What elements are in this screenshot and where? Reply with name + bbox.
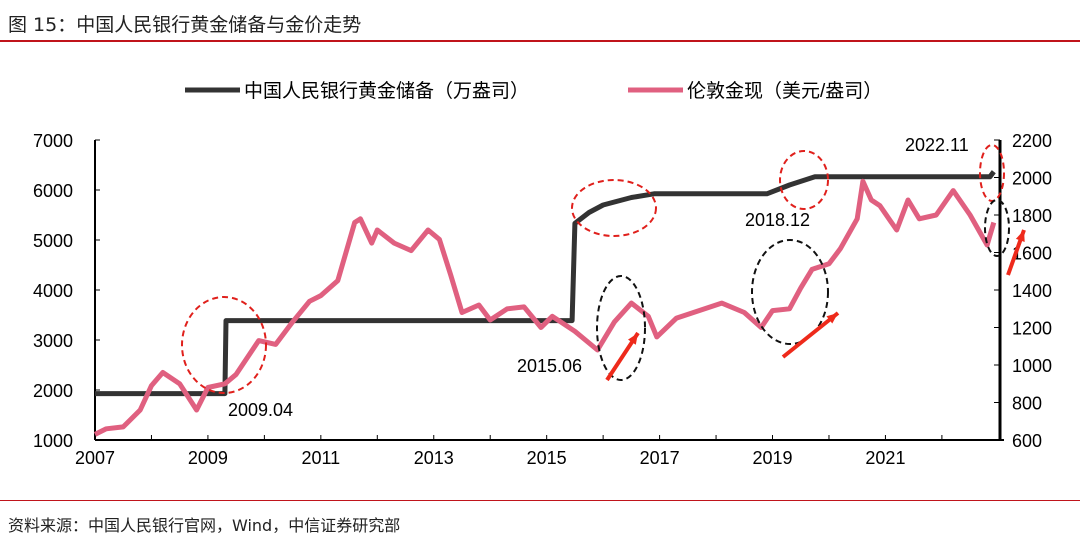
right-tick-label: 800 [1012,394,1042,414]
annotation-label: 2022.11 [905,135,969,155]
right-tick-label: 1000 [1012,356,1052,376]
left-tick-label: 1000 [33,431,73,451]
highlight-ellipse [596,275,646,381]
arrow-head-icon [628,333,638,345]
left-tick-label: 2000 [33,381,73,401]
left-tick-label: 4000 [33,281,73,301]
highlight-ellipse [751,239,829,345]
x-tick-label: 2007 [75,448,115,468]
left-tick-label: 7000 [33,131,73,151]
trend-arrow [781,311,840,359]
x-tick-label: 2015 [527,448,567,468]
right-tick-label: 2000 [1012,169,1052,189]
x-tick-label: 2011 [301,448,340,468]
right-tick-label: 2200 [1012,131,1052,151]
highlight-ellipse [979,144,1005,202]
x-tick-label: 2009 [188,448,228,468]
highlight-ellipse [181,296,267,394]
x-tick-label: 2021 [865,448,905,468]
right-tick-label: 1400 [1012,281,1052,301]
legend-label-reserve: 中国人民银行黄金储备（万盎司） [244,80,529,102]
right-tick-label: 1600 [1012,244,1052,264]
left-tick-label: 6000 [33,181,73,201]
footer-divider [0,500,1080,501]
gold-price-line [93,178,997,437]
highlight-ellipse [779,150,829,210]
figure-title: 图 15：中国人民银行黄金储备与金价走势 [8,14,362,36]
highlight-ellipse [984,199,1010,257]
legend-label-gold: 伦敦金现（美元/盎司） [687,80,882,102]
x-tick-label: 2013 [414,448,454,468]
chart-area: 1000 2000 3000 4000 5000 6000 7000 600 800 1000 12… [33,80,1052,468]
reserve-line [95,170,996,397]
annotation-label: 2018.12 [745,210,810,230]
annotation-label: 2009.04 [228,400,293,420]
arrow-head-icon [826,313,838,324]
right-tick-label: 600 [1012,431,1042,451]
left-tick-label: 5000 [33,231,73,251]
source-note: 资料来源：中国人民银行官网，Wind，中信证券研究部 [8,516,401,535]
x-tick-label: 2019 [752,448,792,468]
annotation-label: 2015.06 [517,356,582,376]
right-tick-label: 1200 [1012,319,1052,339]
x-tick-label: 2017 [640,448,680,468]
highlight-ellipse [571,179,657,237]
right-tick-label: 1800 [1012,206,1052,226]
arrow-head-icon [1015,230,1025,242]
left-tick-label: 3000 [33,331,73,351]
title-divider [0,40,1080,42]
